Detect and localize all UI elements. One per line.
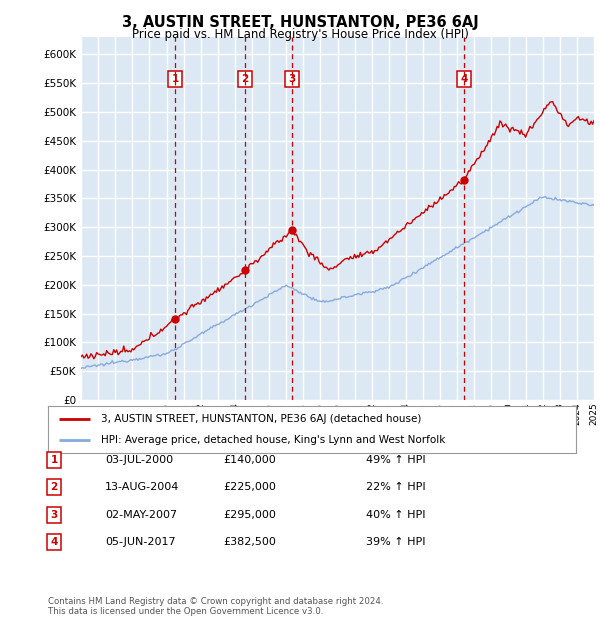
Text: 2: 2	[50, 482, 58, 492]
Text: 49% ↑ HPI: 49% ↑ HPI	[366, 455, 425, 465]
Text: 1: 1	[50, 455, 58, 465]
Text: 3, AUSTIN STREET, HUNSTANTON, PE36 6AJ (detached house): 3, AUSTIN STREET, HUNSTANTON, PE36 6AJ (…	[101, 414, 421, 423]
Text: 1: 1	[172, 74, 179, 84]
Text: 4: 4	[460, 74, 468, 84]
Text: 05-JUN-2017: 05-JUN-2017	[105, 537, 176, 547]
Text: 13-AUG-2004: 13-AUG-2004	[105, 482, 179, 492]
Text: 3: 3	[288, 74, 295, 84]
Text: 3, AUSTIN STREET, HUNSTANTON, PE36 6AJ: 3, AUSTIN STREET, HUNSTANTON, PE36 6AJ	[122, 16, 478, 30]
Text: £140,000: £140,000	[223, 455, 276, 465]
Text: 3: 3	[50, 510, 58, 520]
Text: 39% ↑ HPI: 39% ↑ HPI	[366, 537, 425, 547]
Text: 03-JUL-2000: 03-JUL-2000	[105, 455, 173, 465]
Text: Price paid vs. HM Land Registry's House Price Index (HPI): Price paid vs. HM Land Registry's House …	[131, 28, 469, 41]
Text: 40% ↑ HPI: 40% ↑ HPI	[366, 510, 425, 520]
Text: 4: 4	[50, 537, 58, 547]
Text: 2: 2	[242, 74, 249, 84]
Text: This data is licensed under the Open Government Licence v3.0.: This data is licensed under the Open Gov…	[48, 607, 323, 616]
Text: £225,000: £225,000	[223, 482, 276, 492]
Text: £295,000: £295,000	[223, 510, 276, 520]
Text: 02-MAY-2007: 02-MAY-2007	[105, 510, 177, 520]
Text: 22% ↑ HPI: 22% ↑ HPI	[366, 482, 425, 492]
Text: HPI: Average price, detached house, King's Lynn and West Norfolk: HPI: Average price, detached house, King…	[101, 435, 445, 445]
Text: £382,500: £382,500	[223, 537, 276, 547]
Text: Contains HM Land Registry data © Crown copyright and database right 2024.: Contains HM Land Registry data © Crown c…	[48, 597, 383, 606]
